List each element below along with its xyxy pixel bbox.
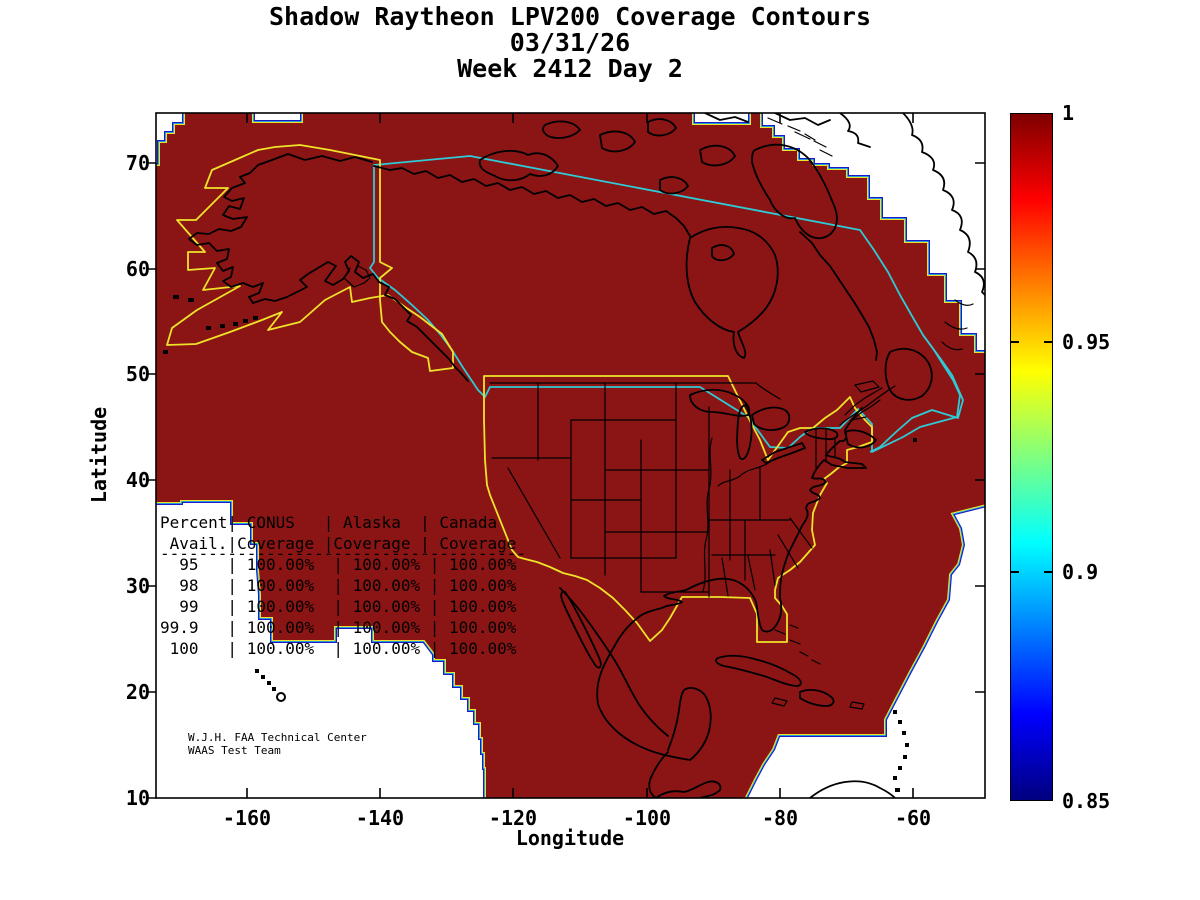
y-tick-10: 10 — [125, 786, 150, 810]
table-row-100: 100 | 100.00% | 100.00% | 100.00% — [160, 639, 517, 658]
table-row-99: 99 | 100.00% | 100.00% | 100.00% — [160, 597, 517, 616]
table-header-2: Avail.|Coverage |Coverage | Coverage — [160, 534, 517, 553]
colorbar-label-085: 0.85 — [1062, 789, 1111, 813]
colorbar-label-095: 0.95 — [1062, 330, 1111, 354]
y-tick-60: 60 — [125, 257, 150, 281]
table-row-98: 98 | 100.00% | 100.00% | 100.00% — [160, 576, 517, 595]
coastlines — [163, 113, 985, 798]
table-row-99-9: 99.9 | 100.00% | 100.00% | 100.00% — [160, 618, 517, 637]
yellow-contours — [166, 144, 873, 643]
x-tick-60: -60 — [894, 806, 932, 830]
colorbar-label-1: 1 — [1062, 101, 1075, 125]
credit-line-1: W.J.H. FAA Technical Center — [188, 731, 367, 744]
figure-title: Shadow Raytheon LPV200 Coverage Contours — [268, 2, 872, 31]
axis-tick-marks — [146, 162, 914, 799]
inner-tick-marks — [246, 113, 985, 693]
plot-frame — [155, 112, 986, 799]
hawaii-islands — [255, 669, 286, 702]
colorbar-tick-09-left — [1011, 571, 1019, 573]
x-axis-label: Longitude — [515, 826, 625, 850]
aleutian-islands — [163, 295, 258, 354]
credit-line-2: WAAS Test Team — [188, 744, 281, 757]
y-tick-70: 70 — [125, 151, 150, 175]
lesser-antilles — [893, 710, 909, 792]
colorbar-tick-095-left — [1011, 341, 1019, 343]
x-tick-80: -80 — [761, 806, 799, 830]
y-axis-label: Latitude — [87, 406, 111, 504]
table-rule: -------------------------------------- — [160, 544, 527, 563]
colorbar-tick-09-right — [1044, 571, 1052, 573]
x-tick-120: -120 — [488, 806, 538, 830]
figure-date: 03/31/26 — [509, 28, 631, 57]
x-tick-160: -160 — [222, 806, 272, 830]
y-tick-40: 40 — [125, 468, 150, 492]
figure-week-day: Week 2412 Day 2 — [457, 54, 683, 83]
x-tick-140: -140 — [355, 806, 405, 830]
colorbar-label-09: 0.9 — [1062, 560, 1099, 584]
table-header-1: Percent| CONUS | Alaska | Canada — [160, 513, 498, 532]
y-tick-30: 30 — [125, 574, 150, 598]
state-borders — [489, 382, 836, 598]
colorbar-tick-095-right — [1044, 341, 1052, 343]
x-tick-100: -100 — [622, 806, 672, 830]
y-tick-50: 50 — [125, 362, 150, 386]
colorbar — [1010, 113, 1053, 801]
table-row-95: 95 | 100.00% | 100.00% | 100.00% — [160, 555, 517, 574]
y-tick-20: 20 — [125, 680, 150, 704]
